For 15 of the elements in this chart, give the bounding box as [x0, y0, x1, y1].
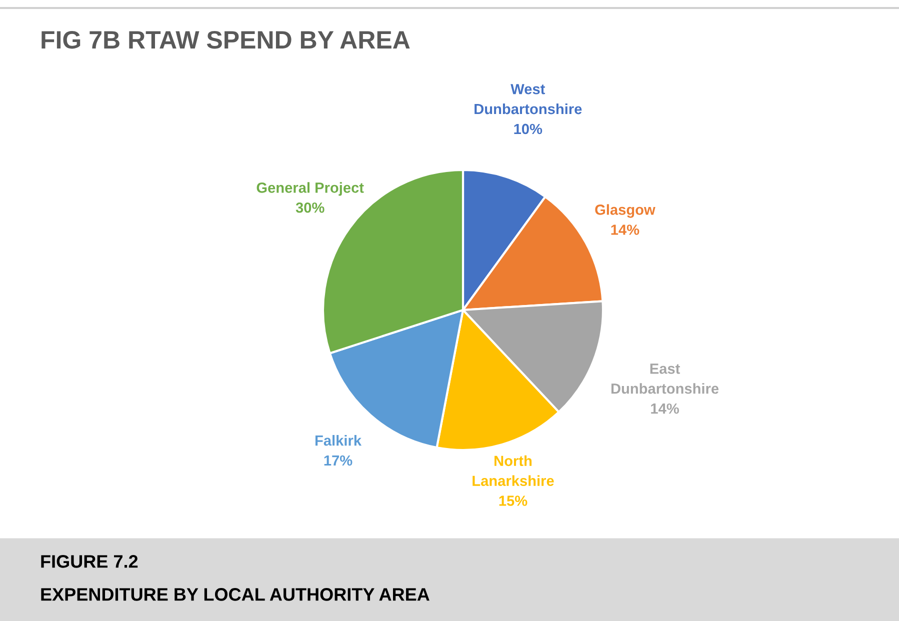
text: EXPENDITURE BY LOCAL AUTHORITY AREA — [41, 588, 430, 601]
slice-label: West Dunbartonshire — [474, 84, 582, 114]
slice-label: East Dunbartonshire — [611, 364, 719, 394]
slice-label: General Project — [256, 182, 364, 196]
slice-label: Falkirk — [315, 435, 362, 446]
data-label: 14% — [611, 224, 640, 235]
slice-label: North Lanarkshire — [472, 455, 554, 486]
data-label: 10% — [514, 124, 542, 134]
data-label: 15% — [499, 496, 528, 506]
data-label: 17% — [324, 455, 352, 466]
data-label: 30% — [296, 202, 324, 213]
caption: FIGURE 7.2 — [41, 555, 138, 568]
chart-title: FIG 7B RTAW SPEND BY AREA — [42, 31, 410, 49]
slice-label: Glasgow — [595, 204, 656, 218]
data-label: 14% — [651, 403, 679, 414]
